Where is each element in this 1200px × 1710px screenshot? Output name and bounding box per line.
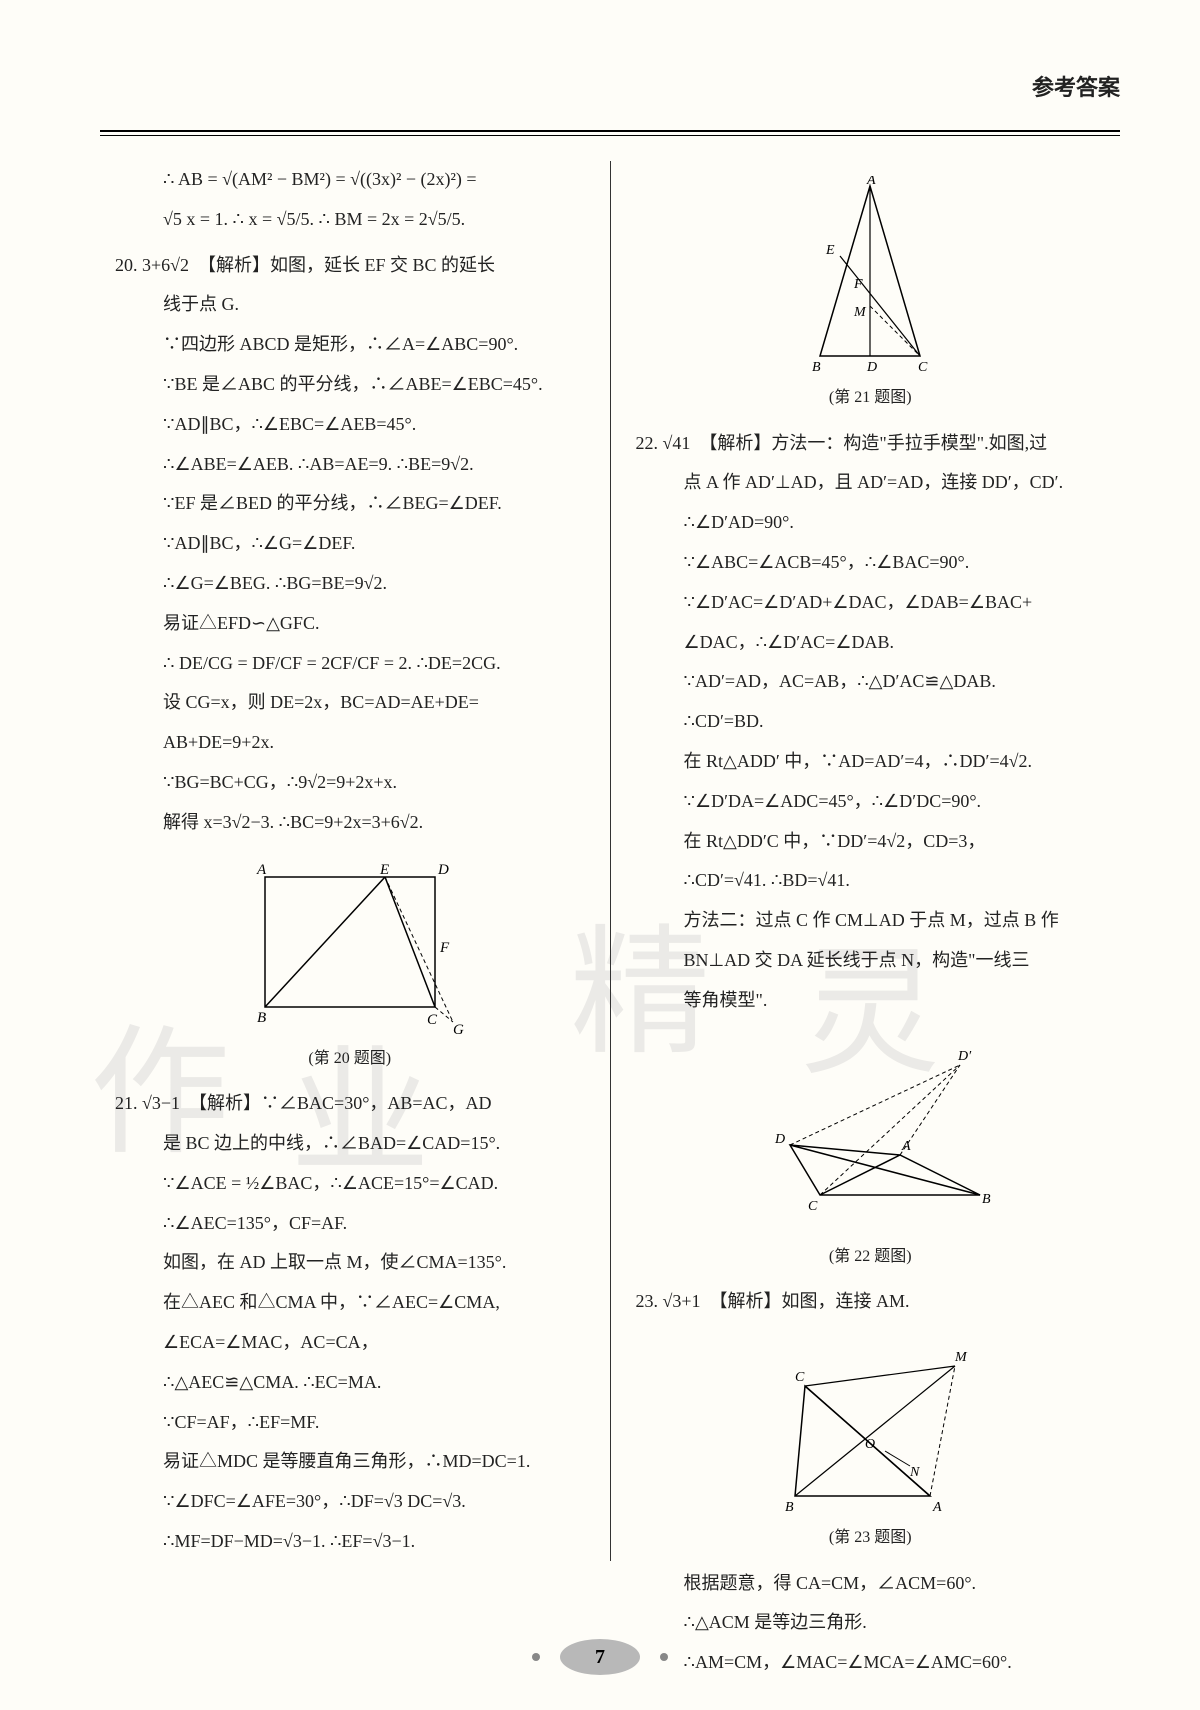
- svg-text:D′: D′: [957, 1049, 972, 1064]
- figure-21: A E F M B D C: [636, 176, 1106, 376]
- prob20-l3: ∵BE 是∠ABC 的平分线，∴∠ABE=∠EBC=45°.: [115, 366, 585, 404]
- two-column-layout: ∴ AB = √(AM² − BM²) = √((3x)² − (2x)²) =…: [100, 161, 1120, 1561]
- figure-20-caption: (第 20 题图): [115, 1042, 585, 1076]
- prob20-l13: ∵BG=BC+CG，∴9√2=9+2x+x.: [115, 764, 585, 802]
- svg-text:O: O: [865, 1437, 875, 1452]
- prob22-l1: 点 A 作 AD′⊥AD，且 AD′=AD，连接 DD′，CD′.: [636, 464, 1106, 502]
- svg-text:E: E: [379, 862, 389, 878]
- figure-21-caption: (第 21 题图): [636, 381, 1106, 415]
- figure-23-svg: C M O N B A: [755, 1336, 985, 1516]
- page-number-text: 7: [595, 1646, 605, 1669]
- figure-23-caption: (第 23 题图): [636, 1521, 1106, 1555]
- right-column: A E F M B D C (第 21 题图) 22. √41 【解析】方法一：…: [611, 161, 1121, 1561]
- prob22-l12: 方法二：过点 C 作 CM⊥AD 于点 M，过点 B 作: [636, 902, 1106, 940]
- prob22-l11: ∴CD′=√41. ∴BD=√41.: [636, 862, 1106, 900]
- svg-text:B: B: [812, 360, 821, 375]
- svg-text:A: A: [866, 176, 876, 188]
- prob22-l2: ∴∠D′AD=90°.: [636, 504, 1106, 542]
- prob20-l2: ∵四边形 ABCD 是矩形，∴∠A=∠ABC=90°.: [115, 326, 585, 364]
- svg-text:C: C: [795, 1370, 805, 1385]
- svg-text:E: E: [825, 243, 835, 258]
- prob20-l7: ∵AD∥BC，∴∠G=∠DEF.: [115, 525, 585, 563]
- svg-text:D: D: [437, 862, 449, 878]
- prob19-line-b: √5 x = 1. ∴ x = √5/5. ∴ BM = 2x = 2√5/5.: [115, 201, 585, 239]
- prob22-l8: 在 Rt△ADD′ 中，∵AD=AD′=4，∴DD′=4√2.: [636, 743, 1106, 781]
- prob20-l4: ∵AD∥BC，∴∠EBC=∠AEB=45°.: [115, 406, 585, 444]
- prob21-l5: 在△AEC 和△CMA 中，∵∠AEC=∠CMA,: [115, 1284, 585, 1322]
- prob21-l6: ∠ECA=∠MAC，AC=CA，: [115, 1324, 585, 1362]
- prob21-l7: ∴△AEC≌△CMA. ∴EC=MA.: [115, 1364, 585, 1402]
- header-rule-thick: [100, 130, 1120, 132]
- page-header: 参考答案: [100, 70, 1120, 110]
- svg-text:N: N: [909, 1465, 920, 1480]
- prob21-l10: ∵∠DFC=∠AFE=30°，∴DF=√3 DC=√3.: [115, 1483, 585, 1521]
- prob20-l1: 线于点 G.: [115, 286, 585, 324]
- prob20-l8: ∴∠G=∠BEG. ∴BG=BE=9√2.: [115, 565, 585, 603]
- prob22-head: 22. √41 【解析】方法一：构造"手拉手模型".如图,过: [636, 425, 1106, 463]
- prob20-l12: AB+DE=9+2x.: [115, 724, 585, 762]
- prob20-l11: 设 CG=x，则 DE=2x，BC=AD=AE+DE=: [115, 684, 585, 722]
- prob21-l11: ∴MF=DF−MD=√3−1. ∴EF=√3−1.: [115, 1523, 585, 1561]
- svg-text:A: A: [256, 862, 267, 878]
- header-rule-thin: [100, 135, 1120, 136]
- prob22-l3: ∵∠ABC=∠ACB=45°，∴∠BAC=90°.: [636, 544, 1106, 582]
- figure-20: A E D F B C G: [115, 857, 585, 1037]
- prob22-l7: ∴CD′=BD.: [636, 703, 1106, 741]
- prob22-l10: 在 Rt△DD′C 中，∵DD′=4√2，CD=3，: [636, 823, 1106, 861]
- svg-text:M: M: [954, 1350, 968, 1365]
- svg-text:B: B: [785, 1500, 794, 1515]
- figure-20-svg: A E D F B C G: [235, 857, 465, 1037]
- figure-23: C M O N B A: [636, 1336, 1106, 1516]
- svg-text:F: F: [439, 940, 450, 956]
- prob20-head: 20. 3+6√2 【解析】如图，延长 EF 交 BC 的延长: [115, 247, 585, 285]
- prob20-l14: 解得 x=3√2−3. ∴BC=9+2x=3+6√2.: [115, 804, 585, 842]
- prob20-l5: ∴∠ABE=∠AEB. ∴AB=AE=9. ∴BE=9√2.: [115, 446, 585, 484]
- prob21-l3: ∴∠AEC=135°，CF=AF.: [115, 1205, 585, 1243]
- figure-22-svg: D′ D A C B: [720, 1035, 1020, 1235]
- svg-text:C: C: [808, 1199, 818, 1214]
- svg-text:A: A: [901, 1139, 911, 1154]
- svg-text:M: M: [853, 305, 867, 320]
- svg-text:G: G: [453, 1022, 464, 1037]
- prob23-head: 23. √3+1 【解析】如图，连接 AM.: [636, 1283, 1106, 1321]
- prob21-l2: ∵∠ACE = ½∠BAC，∴∠ACE=15°=∠CAD.: [115, 1165, 585, 1203]
- prob22-l5: ∠DAC，∴∠D′AC=∠DAB.: [636, 624, 1106, 662]
- prob22-l4: ∵∠D′AC=∠D′AD+∠DAC，∠DAB=∠BAC+: [636, 584, 1106, 622]
- prob21-l8: ∵CF=AF，∴EF=MF.: [115, 1404, 585, 1442]
- prob21-l9: 易证△MDC 是等腰直角三角形，∴MD=DC=1.: [115, 1443, 585, 1481]
- figure-22: D′ D A C B: [636, 1035, 1106, 1235]
- left-column: ∴ AB = √(AM² − BM²) = √((3x)² − (2x)²) =…: [100, 161, 611, 1561]
- prob22-l13: BN⊥AD 交 DA 延长线于点 N，构造"一线三: [636, 942, 1106, 980]
- page-dot-left: [532, 1653, 540, 1661]
- page-number-oval: 7: [560, 1639, 640, 1675]
- svg-text:C: C: [427, 1012, 438, 1028]
- prob19-line-a: ∴ AB = √(AM² − BM²) = √((3x)² − (2x)²) =: [115, 161, 585, 199]
- prob20-l9: 易证△EFD∽△GFC.: [115, 605, 585, 643]
- prob22-l14: 等角模型".: [636, 982, 1106, 1020]
- prob22-l9: ∵∠D′DA=∠ADC=45°，∴∠D′DC=90°.: [636, 783, 1106, 821]
- prob23-l1: 根据题意，得 CA=CM，∠ACM=60°.: [636, 1565, 1106, 1603]
- svg-text:F: F: [853, 277, 863, 292]
- svg-text:A: A: [932, 1500, 942, 1515]
- figure-22-caption: (第 22 题图): [636, 1240, 1106, 1274]
- prob20-l10: ∴ DE/CG = DF/CF = 2CF/CF = 2. ∴DE=2CG.: [115, 645, 585, 683]
- svg-text:B: B: [982, 1192, 991, 1207]
- svg-text:B: B: [257, 1010, 266, 1026]
- prob20-l6: ∵EF 是∠BED 的平分线，∴∠BEG=∠DEF.: [115, 485, 585, 523]
- prob21-head: 21. √3−1 【解析】∵∠BAC=30°，AB=AC，AD: [115, 1085, 585, 1123]
- svg-text:C: C: [918, 360, 928, 375]
- prob21-l4: 如图，在 AD 上取一点 M，使∠CMA=135°.: [115, 1244, 585, 1282]
- svg-text:D: D: [774, 1132, 785, 1147]
- figure-21-svg: A E F M B D C: [790, 176, 950, 376]
- prob23-l2: ∴△ACM 是等边三角形.: [636, 1604, 1106, 1642]
- prob23-l3: ∴AM=CM，∠MAC=∠MCA=∠AMC=60°.: [636, 1644, 1106, 1682]
- prob21-l1: 是 BC 边上的中线，∴∠BAD=∠CAD=15°.: [115, 1125, 585, 1163]
- svg-text:D: D: [866, 360, 877, 375]
- prob22-l6: ∵AD′=AD，AC=AB，∴△D′AC≌△DAB.: [636, 663, 1106, 701]
